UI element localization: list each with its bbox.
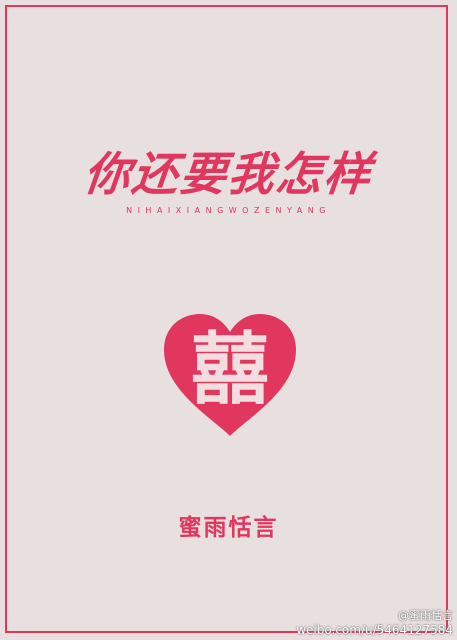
double-happiness-heart-icon: 囍: [164, 314, 296, 436]
book-title-pinyin: NIHAIXIANGWOZENYANG: [126, 206, 331, 215]
double-happiness-glyph: 囍: [191, 324, 269, 415]
weibo-watermark: @蜜雨恬言 weibo.com/u/5464127584: [296, 609, 453, 637]
heart-shape: [164, 314, 296, 436]
cover-border: [5, 5, 448, 633]
book-title: 你还要我怎样: [81, 147, 376, 201]
watermark-url: weibo.com/u/5464127584: [296, 623, 453, 637]
watermark-handle: @蜜雨恬言: [398, 609, 453, 622]
author-name: 蜜雨恬言: [178, 514, 279, 541]
